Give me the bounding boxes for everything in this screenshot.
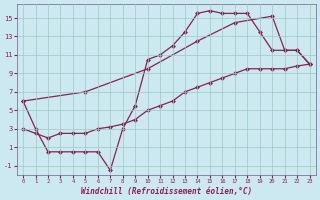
X-axis label: Windchill (Refroidissement éolien,°C): Windchill (Refroidissement éolien,°C) — [81, 187, 252, 196]
